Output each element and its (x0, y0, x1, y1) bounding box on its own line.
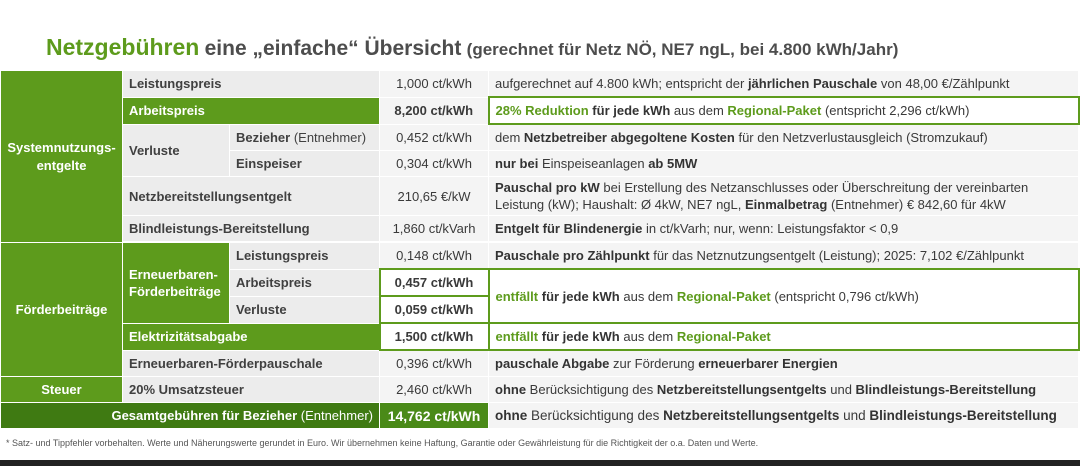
title-subtitle: (gerechnet für Netz NÖ, NE7 ngL, bei 4.8… (466, 40, 899, 59)
total-label: Gesamtgebühren für Bezieher (Entnehmer) (0, 402, 380, 429)
table-row: Steuer 20% Umsatzsteuer 2,460 ct/kWh ohn… (0, 376, 1079, 403)
total-value: 14,762 ct/kWh (379, 402, 489, 429)
fee-table: Systemnutzungs-entgelte Leistungspreis 1… (0, 70, 1080, 429)
table-row: Elektrizitätsabgabe 1,500 ct/kWh entfäll… (1, 322, 1080, 351)
row-value: 0,304 ct/kWh (379, 150, 489, 177)
row-value: 2,460 ct/kWh (379, 376, 489, 403)
row-label: Erneuerbaren-Förderbeiträge (122, 242, 230, 324)
row-description: dem Netzbetreiber abgegoltene Kosten für… (488, 123, 1079, 151)
table-row: Verluste Bezieher (Entnehmer) 0,452 ct/k… (1, 123, 1079, 177)
table-row: Netzbereitstellungsentgelt 210,65 €/kW P… (1, 176, 1079, 216)
row-label: Blindleistungs-Bereitstellung (122, 215, 380, 242)
row-description: aufgerechnet auf 4.800 kWh; entspricht d… (488, 70, 1079, 98)
title-main: Netzgebühren (46, 34, 200, 60)
row-value: 1,000 ct/kWh (379, 70, 489, 98)
table-row: Verluste 0,059 ct/kWh (1, 295, 1079, 324)
row-value: 210,65 €/kW (379, 176, 489, 216)
row-label: Elektrizitätsabgabe (122, 322, 380, 351)
table-row: Systemnutzungs-entgelte Leistungspreis 1… (0, 70, 1079, 243)
row-value: 1,500 ct/kWh (378, 322, 490, 351)
row-description: Pauschale pro Zählpunkt für das Netznutz… (488, 242, 1079, 270)
title-middle: eine „einfache“ Übersicht (204, 37, 462, 60)
row-sublabel: Leistungspreis (229, 242, 380, 270)
row-description: Entgelt für Blindenergie in ct/kVarh; nu… (488, 215, 1079, 242)
row-description: Pauschal pro kW bei Erstellung des Netza… (488, 176, 1079, 216)
row-label: 20% Umsatzsteuer (122, 376, 380, 403)
row-label: Verluste (122, 123, 230, 177)
section-steuer: Steuer (0, 376, 123, 403)
row-sublabel: Arbeitspreis (229, 268, 380, 297)
section-foerder: Förderbeiträge (0, 242, 123, 377)
table-row: Arbeitspreis 0,457 ct/kWh entfällt für j… (1, 268, 1080, 324)
page-title: Netzgebühren eine „einfache“ Übersicht (… (46, 34, 898, 61)
section-systemnutzung: Systemnutzungs-entgelte (0, 70, 123, 243)
footnote: * Satz- und Tippfehler vorbehalten. Wert… (6, 438, 759, 448)
row-description: ohne Berücksichtigung des Netzbereitstel… (488, 376, 1079, 403)
bottom-bar (0, 460, 1080, 466)
row-description: pauschale Abgabe zur Förderung erneuerba… (488, 349, 1079, 377)
table-row: Förderbeiträge Erneuerbaren-Förderbeiträ… (0, 242, 1079, 377)
row-value: 0,452 ct/kWh (379, 123, 489, 151)
row-value: 0,059 ct/kWh (378, 295, 490, 324)
table-row: Erneuerbaren-Förderpauschale 0,396 ct/kW… (1, 349, 1079, 377)
row-description: entfällt für jede kWh aus dem Regional-P… (487, 322, 1080, 351)
row-value: 8,200 ct/kWh (379, 96, 489, 125)
table-row: Arbeitspreis 8,200 ct/kWh 28% Reduktion … (1, 96, 1080, 125)
row-sublabel: Bezieher (Entnehmer) (229, 123, 380, 151)
row-label: Arbeitspreis (122, 96, 380, 125)
row-label: Erneuerbaren-Förderpauschale (122, 349, 380, 377)
total-description: ohne Berücksichtigung des Netzbereitstel… (488, 402, 1079, 429)
row-value: 0,148 ct/kWh (379, 242, 489, 270)
row-sublabel: Verluste (229, 295, 380, 324)
row-sublabel: Einspeiser (229, 150, 380, 177)
row-description: 28% Reduktion für jede kWh aus dem Regio… (487, 96, 1080, 125)
row-value: 0,396 ct/kWh (379, 349, 489, 377)
row-description: nur bei Einspeiseanlagen ab 5MW (488, 150, 1079, 177)
row-label: Netzbereitstellungsentgelt (122, 176, 380, 216)
row-value: 0,457 ct/kWh (378, 268, 490, 297)
row-label: Leistungspreis (122, 70, 380, 98)
total-row: Gesamtgebühren für Bezieher (Entnehmer) … (0, 402, 1079, 429)
row-description: entfällt für jede kWh aus dem Regional-P… (487, 268, 1080, 324)
table-row: Blindleistungs-Bereitstellung 1,860 ct/k… (1, 215, 1079, 242)
row-value: 1,860 ct/kVarh (379, 215, 489, 242)
